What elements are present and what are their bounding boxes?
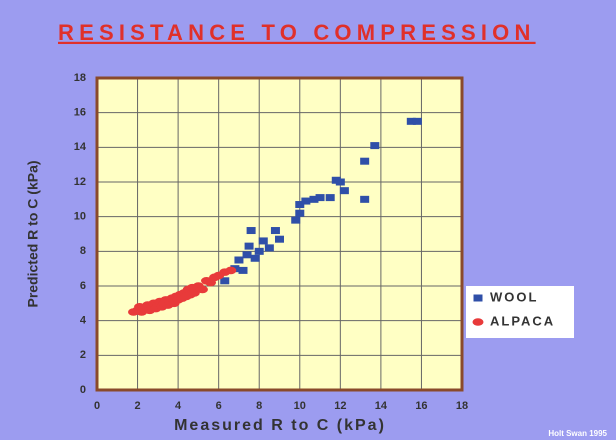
- x-tick-label: 6: [216, 400, 222, 412]
- y-axis-label: Predicted R to C (kPa): [25, 160, 41, 307]
- point: [275, 235, 284, 243]
- point: [246, 227, 256, 235]
- x-tick-label: 18: [456, 400, 468, 412]
- x-tick-label: 16: [415, 400, 427, 412]
- point: [238, 266, 248, 274]
- y-tick-label: 4: [80, 315, 87, 327]
- point: [234, 256, 244, 264]
- point: [406, 117, 416, 125]
- x-axis-label: Measured R to C (kPa): [174, 417, 386, 434]
- x-tick-label: 14: [375, 400, 388, 412]
- point: [220, 277, 230, 285]
- point: [315, 194, 325, 202]
- y-tick-label: 14: [74, 141, 87, 153]
- x-tick-label: 8: [256, 400, 262, 412]
- point: [188, 289, 200, 297]
- x-tick-label: 2: [134, 400, 140, 412]
- legend-box: [466, 286, 574, 338]
- legend-marker: [473, 294, 483, 302]
- point: [295, 201, 305, 209]
- point: [196, 285, 208, 294]
- y-tick-label: 0: [80, 384, 86, 396]
- y-tick-label: 12: [74, 176, 86, 188]
- y-tick-label: 2: [80, 349, 86, 361]
- x-tick-label: 12: [334, 400, 346, 412]
- x-tick-label: 0: [94, 400, 100, 412]
- y-tick-label: 16: [74, 107, 86, 119]
- legend-label: WOOL: [490, 289, 538, 304]
- point: [412, 117, 422, 125]
- y-tick-label: 18: [74, 72, 86, 84]
- point: [254, 247, 264, 255]
- y-tick-label: 8: [80, 245, 86, 257]
- chart-title: RESISTANCE TO COMPRESSION: [58, 20, 536, 45]
- point: [242, 251, 252, 259]
- point: [250, 254, 260, 262]
- legend-marker: [472, 318, 484, 326]
- y-tick-label: 10: [74, 211, 86, 223]
- legend-label: ALPACA: [490, 313, 555, 328]
- point: [360, 157, 370, 165]
- point: [309, 195, 319, 203]
- point: [270, 227, 280, 235]
- credit: Holt Swan 1995: [548, 429, 607, 438]
- x-tick-label: 4: [175, 400, 182, 412]
- point: [295, 209, 305, 217]
- plot-border: [95, 76, 464, 392]
- point: [301, 197, 311, 205]
- point: [370, 142, 380, 150]
- point: [291, 216, 301, 224]
- point: [244, 242, 254, 250]
- point: [325, 194, 335, 202]
- point: [335, 178, 345, 186]
- point: [258, 237, 268, 245]
- point: [339, 187, 349, 195]
- point: [360, 195, 370, 203]
- y-tick-label: 6: [80, 280, 86, 292]
- x-tick-label: 10: [294, 400, 306, 412]
- point: [264, 244, 274, 252]
- point: [225, 266, 237, 275]
